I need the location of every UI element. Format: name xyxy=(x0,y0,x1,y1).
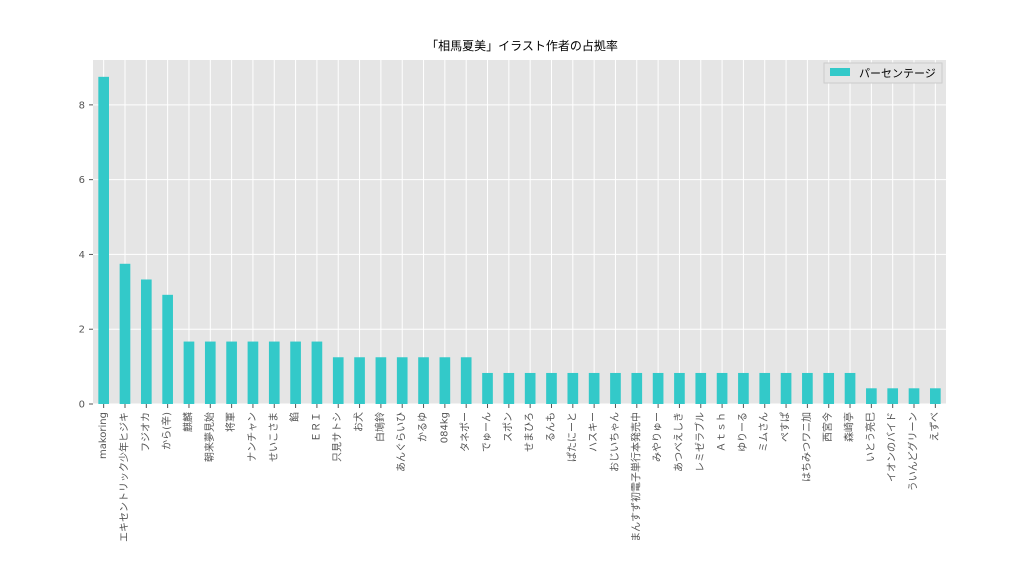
bar xyxy=(396,357,408,404)
x-tick-label: はちみつワニ加 xyxy=(801,412,813,482)
bar xyxy=(887,388,899,404)
y-tick-label: 2 xyxy=(79,325,85,336)
bars xyxy=(98,76,941,405)
bar xyxy=(247,341,259,404)
x-tick-label: せまひろ xyxy=(524,412,536,452)
chart-title: 「相馬夏美」イラスト作者の占拠率 xyxy=(426,38,618,53)
bar xyxy=(588,372,600,404)
x-tick-label: エキセントリック少年ヒジキ xyxy=(117,412,130,542)
plot-area xyxy=(93,60,946,404)
x-tick-label: makoring xyxy=(98,412,109,459)
x-tick-label: ゆりーる xyxy=(737,412,749,452)
bar xyxy=(716,372,728,404)
y-tick-label: 4 xyxy=(79,250,85,261)
x-tick-label: るんも xyxy=(545,412,557,442)
bar xyxy=(524,372,536,404)
bar xyxy=(908,388,920,404)
x-tick-label: タネポー xyxy=(460,412,472,452)
x-tick-label: ＥＲＩ xyxy=(311,412,322,442)
x-tick-label: あつべえしき xyxy=(673,412,685,472)
y-tick-label: 8 xyxy=(79,100,85,111)
bar xyxy=(98,76,109,405)
x-tick-label: ナンチャン xyxy=(246,412,258,462)
y-tick-label: 6 xyxy=(79,175,85,186)
x-tick-label: 森崎亭 xyxy=(843,412,856,442)
x-tick-label: 朝来夢見始 xyxy=(203,412,216,462)
x-tick-label: ぺすぱ xyxy=(780,412,792,442)
bar xyxy=(140,279,152,404)
legend-box xyxy=(823,62,943,84)
x-tick-label: 将軍 xyxy=(225,412,237,432)
bar xyxy=(268,341,280,404)
legend-swatch xyxy=(830,68,850,76)
bar xyxy=(610,372,621,404)
legend-label: パーセンテージ xyxy=(859,67,936,80)
x-tick-label: ハスキー xyxy=(589,412,600,452)
bar xyxy=(226,341,237,404)
bar xyxy=(290,341,301,404)
x-tick-label: みやりゅー xyxy=(652,412,664,462)
legend: パーセンテージ xyxy=(823,62,943,84)
x-tick-label: かるゆ xyxy=(417,412,429,442)
x-tick-label: いとう亮巳 xyxy=(864,412,877,462)
x-tick-label: せいこさま xyxy=(268,412,280,462)
bar xyxy=(482,372,493,404)
x-tick-label: あんぐらいひ xyxy=(396,412,408,472)
y-axis: 0 2 4 6 8 xyxy=(79,100,93,411)
bar xyxy=(162,294,173,404)
x-tick-label: ミムさん xyxy=(758,412,770,452)
bar xyxy=(311,341,323,404)
bar xyxy=(780,372,792,404)
bar xyxy=(418,357,429,404)
x-tick-label: レミゼラブル xyxy=(693,412,706,472)
bar xyxy=(546,372,557,404)
x-tick-label: まんすず初電子単行本発売中 xyxy=(629,412,642,542)
y-tick-label: 0 xyxy=(79,400,85,411)
x-tick-label: 白鳩鈴 xyxy=(373,412,386,442)
bar xyxy=(183,341,195,404)
bar xyxy=(823,372,835,404)
x-tick-label: 西宮今 xyxy=(821,412,834,442)
bar xyxy=(354,357,365,404)
x-axis: makoring エキセントリック少年ヒジキ フジオカ から(辛) 麒麟 朝来夢見始 将軍ナ… xyxy=(98,404,941,542)
bar xyxy=(119,263,131,404)
x-tick-label: ういんどグリーン xyxy=(907,412,920,491)
x-tick-label: おじいちゃん xyxy=(609,412,621,472)
x-tick-label: から(辛) xyxy=(160,412,173,450)
bar xyxy=(866,388,877,404)
x-tick-label: 084kg xyxy=(439,412,450,443)
bar xyxy=(802,372,813,404)
bar xyxy=(460,357,472,404)
x-tick-label: でゅーん xyxy=(481,412,493,452)
bar xyxy=(674,372,685,404)
x-tick-label: 只見サトシ xyxy=(332,412,344,462)
x-tick-label: お犬 xyxy=(352,412,365,432)
x-tick-label: Ａｔｓｈ xyxy=(716,412,728,452)
x-tick-label: 麒麟 xyxy=(181,412,194,432)
bar xyxy=(631,372,643,404)
bar xyxy=(204,341,216,404)
bar xyxy=(332,357,344,404)
x-tick-label: イオンのバイド xyxy=(886,412,898,482)
x-tick-label: スポン xyxy=(502,412,514,442)
bar xyxy=(567,372,579,404)
bar xyxy=(844,372,856,404)
bar xyxy=(738,372,749,404)
bar xyxy=(439,357,451,404)
bar xyxy=(695,372,707,404)
bar xyxy=(375,357,387,404)
x-tick-label: ぱたにーと xyxy=(566,412,578,462)
bar xyxy=(759,372,771,404)
x-tick-label: 餡 xyxy=(288,412,301,422)
x-tick-label: えずべ xyxy=(929,412,941,442)
bar xyxy=(652,372,664,404)
bar xyxy=(930,388,941,404)
x-tick-label: フジオカ xyxy=(140,412,152,452)
bar xyxy=(503,372,515,404)
